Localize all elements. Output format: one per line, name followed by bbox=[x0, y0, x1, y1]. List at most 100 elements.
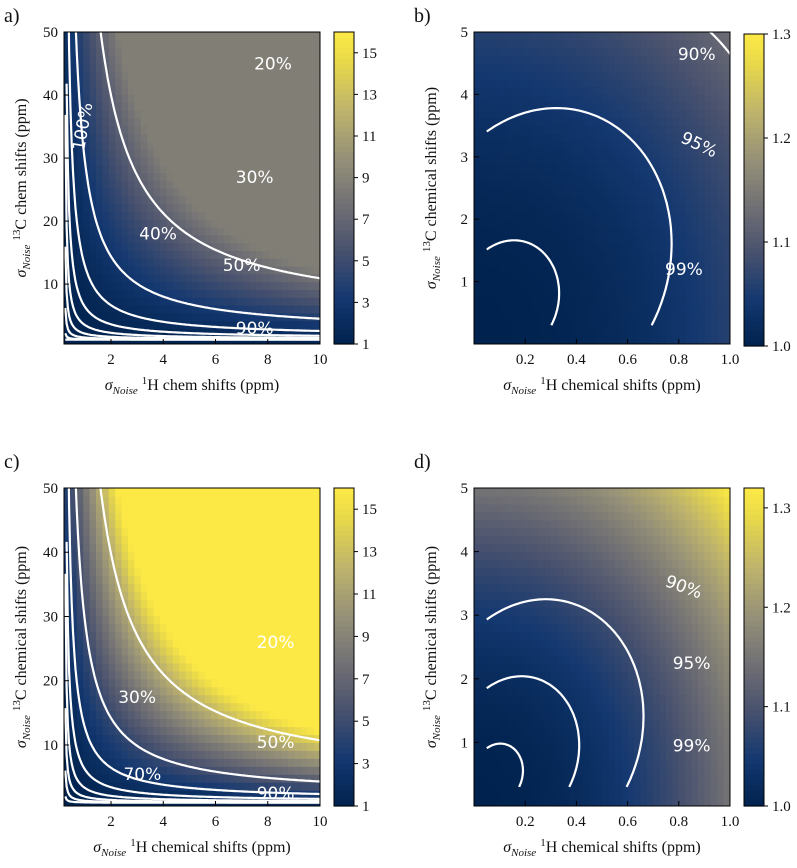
heatmap-cell bbox=[249, 726, 257, 736]
heatmap-cell bbox=[217, 39, 225, 49]
heatmap-cell bbox=[268, 47, 276, 56]
heatmap-cell bbox=[102, 94, 110, 103]
heatmap-cell bbox=[544, 312, 552, 322]
heatmap-cell bbox=[172, 71, 180, 80]
heatmap-cell bbox=[717, 195, 725, 205]
heatmap-cell bbox=[608, 305, 616, 314]
heatmap-cell bbox=[614, 242, 622, 251]
heatmap-cell bbox=[185, 750, 193, 759]
heatmap-cell bbox=[115, 219, 123, 228]
heatmap-cell bbox=[300, 495, 308, 505]
heatmap-cell bbox=[70, 495, 78, 505]
colorbar-cell bbox=[334, 286, 354, 293]
heatmap-cell bbox=[185, 710, 193, 720]
heatmap-cell bbox=[627, 273, 635, 283]
heatmap-cell bbox=[621, 71, 629, 80]
heatmap-cell bbox=[249, 188, 257, 197]
heatmap-cell bbox=[307, 94, 315, 103]
heatmap-cell bbox=[230, 488, 238, 497]
heatmap-cell bbox=[268, 195, 276, 205]
heatmap-cell bbox=[102, 543, 110, 553]
heatmap-cell bbox=[185, 156, 193, 166]
heatmap-cell bbox=[531, 55, 539, 64]
heatmap-cell bbox=[179, 766, 187, 775]
heatmap-cell bbox=[627, 164, 635, 173]
heatmap-cell bbox=[307, 647, 315, 656]
heatmap-cell bbox=[691, 180, 699, 189]
heatmap-cell bbox=[115, 234, 123, 244]
heatmap-cell bbox=[294, 78, 302, 88]
heatmap-cell bbox=[723, 78, 730, 88]
sigma: σ bbox=[13, 269, 30, 278]
colorbar-cell bbox=[334, 37, 354, 43]
heatmap-cell bbox=[307, 305, 315, 314]
heatmap-cell bbox=[506, 273, 513, 283]
heatmap-cell bbox=[204, 575, 212, 584]
heatmap-cell bbox=[121, 55, 129, 64]
heatmap-cell bbox=[268, 55, 276, 64]
heatmap-cell bbox=[217, 790, 225, 799]
heatmap-cell bbox=[256, 195, 263, 205]
heatmap-cell bbox=[153, 535, 161, 545]
heatmap-cell bbox=[512, 164, 520, 173]
heatmap-cell bbox=[198, 180, 206, 189]
heatmap-cell bbox=[300, 188, 308, 197]
heatmap-cell bbox=[486, 117, 494, 127]
heatmap-cell bbox=[570, 227, 577, 236]
heatmap-cell bbox=[268, 615, 276, 624]
heatmap-cell bbox=[89, 266, 97, 275]
heatmap-cell bbox=[256, 718, 263, 728]
colorbar-cell bbox=[334, 255, 354, 262]
heatmap-cell bbox=[300, 599, 308, 608]
heatmap-cell bbox=[313, 305, 320, 314]
heatmap-cell bbox=[544, 188, 552, 197]
heatmap-cell bbox=[281, 258, 289, 267]
heatmap-cell bbox=[506, 164, 513, 173]
heatmap-cell bbox=[185, 117, 193, 127]
heatmap-cell bbox=[288, 782, 295, 791]
heatmap-cell bbox=[544, 172, 552, 181]
heatmap-cell bbox=[300, 662, 308, 672]
heatmap-cell bbox=[140, 583, 148, 592]
heatmap-cell bbox=[198, 312, 206, 322]
heatmap-cell bbox=[243, 702, 251, 712]
heatmap-cell bbox=[204, 117, 212, 127]
heatmap-cell bbox=[153, 607, 161, 616]
heatmap-cell bbox=[525, 281, 533, 290]
heatmap-cell bbox=[262, 328, 270, 337]
heatmap-cell bbox=[179, 250, 187, 259]
heatmap-cell bbox=[249, 631, 257, 640]
heatmap-cell bbox=[262, 305, 270, 314]
heatmap-cell bbox=[281, 535, 289, 545]
heatmap-cell bbox=[172, 551, 180, 561]
heatmap-cell bbox=[525, 227, 533, 236]
heatmap-cell bbox=[691, 234, 699, 244]
heatmap-cell bbox=[217, 567, 225, 577]
heatmap-cell bbox=[153, 86, 161, 95]
heatmap-cell bbox=[102, 47, 110, 56]
heatmap-cell bbox=[288, 575, 295, 584]
heatmap-cell bbox=[185, 583, 193, 592]
heatmap-cell bbox=[179, 211, 187, 220]
heatmap-cell bbox=[723, 305, 730, 314]
heatmap-cell bbox=[217, 615, 225, 624]
heatmap-cell bbox=[128, 750, 135, 759]
heatmap-cell bbox=[512, 125, 520, 134]
heatmap-cell bbox=[281, 782, 289, 791]
heatmap-cell bbox=[160, 495, 167, 505]
heatmap-cell bbox=[262, 227, 270, 236]
heatmap-cell bbox=[83, 734, 91, 743]
heatmap-cell bbox=[710, 78, 718, 88]
heatmap-cell bbox=[204, 71, 212, 80]
heatmap-cell bbox=[659, 71, 667, 80]
heatmap-cell bbox=[217, 242, 225, 251]
heatmap-cell bbox=[640, 188, 648, 197]
heatmap-cell bbox=[230, 790, 238, 799]
heatmap-cell bbox=[70, 702, 78, 712]
heatmap-cell bbox=[204, 102, 212, 111]
heatmap-cell bbox=[576, 266, 584, 275]
heatmap-cell bbox=[506, 94, 513, 103]
heatmap-cell bbox=[217, 702, 225, 712]
heatmap-cell bbox=[198, 662, 206, 672]
heatmap-cell bbox=[153, 543, 161, 553]
